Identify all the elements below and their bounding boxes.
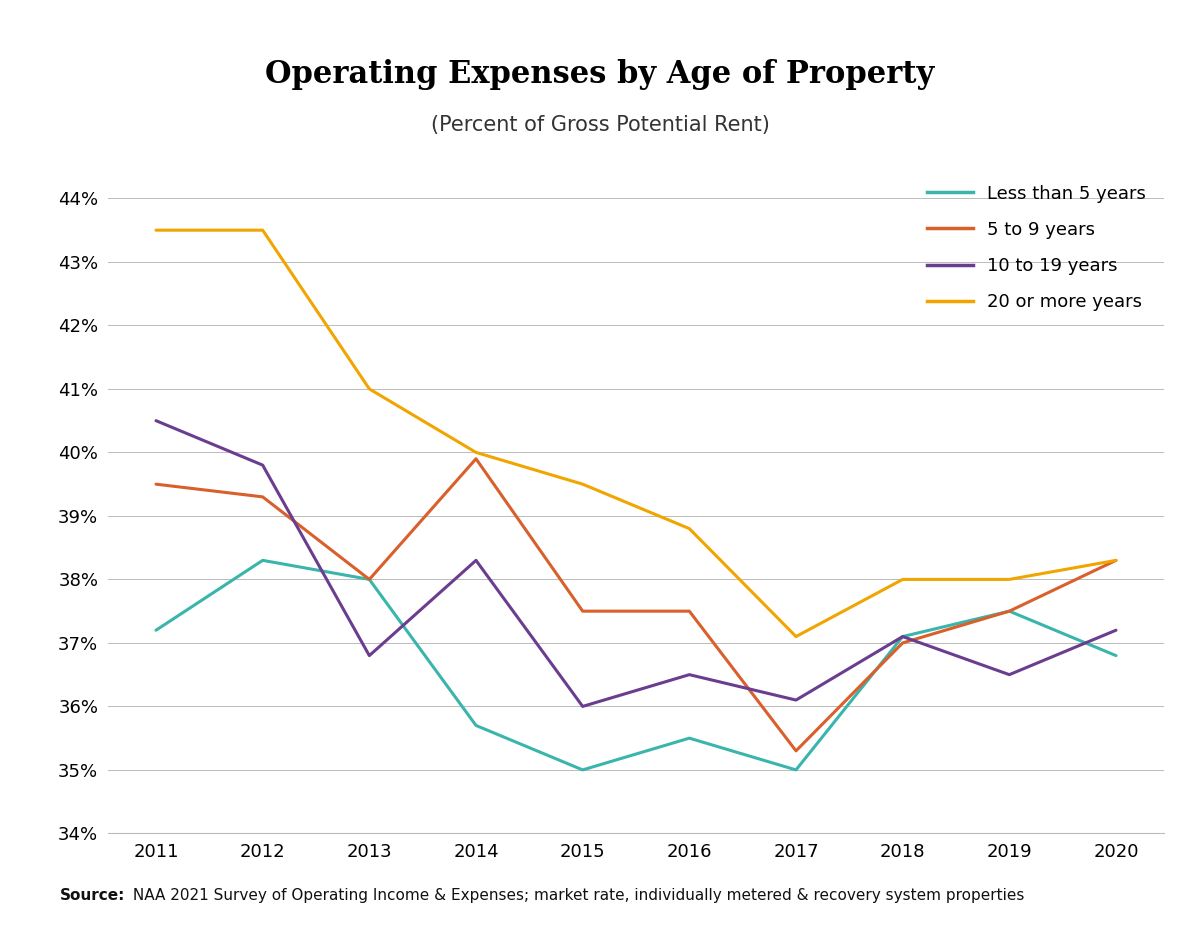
10 to 19 years — [256, 459, 270, 470]
Line: 20 or more years: 20 or more years — [156, 231, 1116, 636]
20 or more years — [256, 225, 270, 236]
10 to 19 years — [1002, 669, 1016, 681]
5 to 9 years — [256, 492, 270, 503]
Less than 5 years — [256, 555, 270, 566]
Less than 5 years — [1002, 606, 1016, 617]
Less than 5 years — [682, 732, 696, 744]
Less than 5 years — [895, 631, 910, 642]
10 to 19 years — [788, 694, 803, 706]
20 or more years — [788, 631, 803, 642]
10 to 19 years — [149, 415, 163, 426]
Less than 5 years — [362, 574, 377, 585]
20 or more years — [469, 447, 484, 458]
Less than 5 years — [149, 625, 163, 636]
20 or more years — [1109, 555, 1123, 566]
20 or more years — [682, 523, 696, 534]
5 to 9 years — [788, 745, 803, 757]
5 to 9 years — [576, 606, 590, 617]
Less than 5 years — [1109, 650, 1123, 661]
Legend: Less than 5 years, 5 to 9 years, 10 to 19 years, 20 or more years: Less than 5 years, 5 to 9 years, 10 to 1… — [918, 176, 1154, 319]
5 to 9 years — [469, 453, 484, 464]
10 to 19 years — [469, 555, 484, 566]
Text: NAA 2021 Survey of Operating Income & Expenses; market rate, individually metere: NAA 2021 Survey of Operating Income & Ex… — [128, 888, 1025, 903]
20 or more years — [149, 225, 163, 236]
10 to 19 years — [576, 701, 590, 712]
5 to 9 years — [149, 479, 163, 490]
5 to 9 years — [362, 574, 377, 585]
5 to 9 years — [682, 606, 696, 617]
10 to 19 years — [362, 650, 377, 661]
20 or more years — [576, 479, 590, 490]
20 or more years — [1002, 574, 1016, 585]
20 or more years — [895, 574, 910, 585]
Line: Less than 5 years: Less than 5 years — [156, 560, 1116, 770]
Less than 5 years — [788, 764, 803, 775]
10 to 19 years — [1109, 625, 1123, 636]
Text: (Percent of Gross Potential Rent): (Percent of Gross Potential Rent) — [431, 115, 769, 135]
Line: 10 to 19 years: 10 to 19 years — [156, 420, 1116, 707]
20 or more years — [362, 383, 377, 394]
Text: Operating Expenses by Age of Property: Operating Expenses by Age of Property — [265, 58, 935, 90]
10 to 19 years — [682, 669, 696, 681]
5 to 9 years — [1002, 606, 1016, 617]
Text: Source:: Source: — [60, 888, 125, 903]
Line: 5 to 9 years: 5 to 9 years — [156, 458, 1116, 751]
5 to 9 years — [1109, 555, 1123, 566]
Less than 5 years — [576, 764, 590, 775]
10 to 19 years — [895, 631, 910, 642]
Less than 5 years — [469, 720, 484, 731]
5 to 9 years — [895, 637, 910, 648]
